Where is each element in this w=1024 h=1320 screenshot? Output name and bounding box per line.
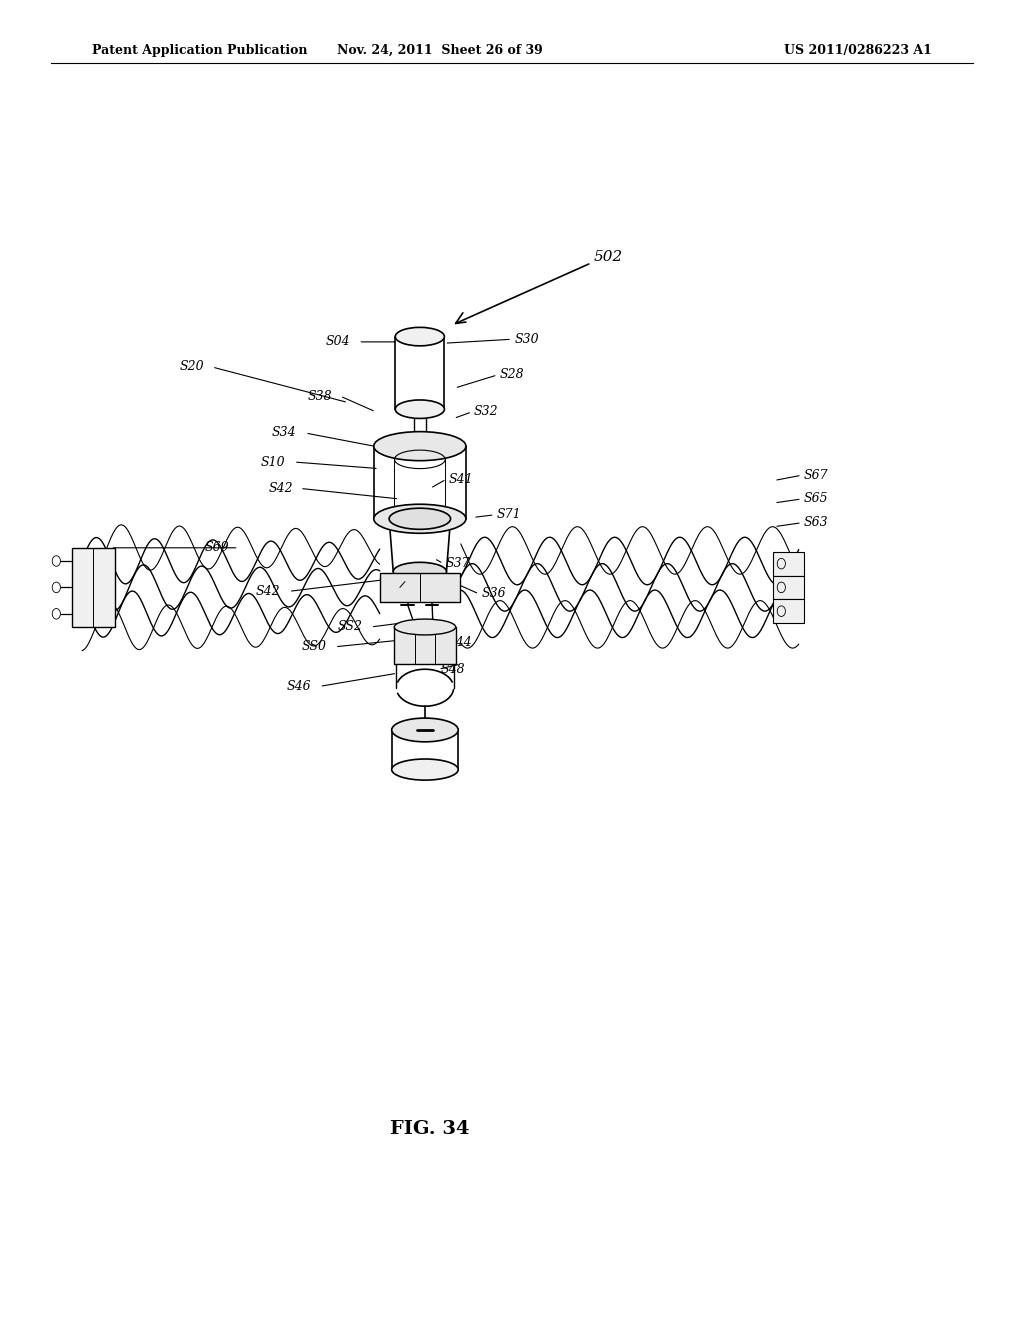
Text: S10: S10 bbox=[261, 455, 286, 469]
Text: SS2: SS2 bbox=[338, 620, 362, 634]
Text: S36: S36 bbox=[481, 587, 506, 601]
Circle shape bbox=[52, 556, 60, 566]
Text: FIG. 34: FIG. 34 bbox=[390, 1119, 470, 1138]
Circle shape bbox=[52, 609, 60, 619]
Ellipse shape bbox=[395, 327, 444, 346]
Ellipse shape bbox=[395, 400, 444, 418]
Text: S41: S41 bbox=[449, 473, 473, 486]
Text: S04: S04 bbox=[326, 335, 350, 348]
Text: S42: S42 bbox=[256, 585, 281, 598]
Text: S67: S67 bbox=[804, 469, 828, 482]
Text: S34: S34 bbox=[271, 426, 296, 440]
FancyBboxPatch shape bbox=[380, 573, 460, 602]
Text: S20: S20 bbox=[179, 360, 204, 374]
Text: Patent Application Publication: Patent Application Publication bbox=[92, 44, 307, 57]
FancyBboxPatch shape bbox=[394, 627, 456, 664]
Text: S32: S32 bbox=[474, 405, 499, 418]
Text: S38: S38 bbox=[307, 389, 332, 403]
Text: US 2011/0286223 A1: US 2011/0286223 A1 bbox=[784, 44, 932, 57]
Text: S63: S63 bbox=[804, 516, 828, 529]
Circle shape bbox=[52, 582, 60, 593]
Text: S42: S42 bbox=[268, 482, 293, 495]
Ellipse shape bbox=[389, 508, 451, 529]
Ellipse shape bbox=[374, 432, 466, 461]
Ellipse shape bbox=[394, 619, 456, 635]
FancyBboxPatch shape bbox=[72, 548, 115, 627]
Text: S44: S44 bbox=[447, 636, 472, 649]
Text: SS0: SS0 bbox=[302, 640, 327, 653]
Text: S46: S46 bbox=[287, 680, 311, 693]
Text: 502: 502 bbox=[594, 251, 624, 264]
Text: S65: S65 bbox=[804, 492, 828, 506]
Ellipse shape bbox=[374, 504, 466, 533]
Ellipse shape bbox=[393, 562, 446, 581]
Text: S28: S28 bbox=[500, 368, 524, 381]
FancyBboxPatch shape bbox=[773, 599, 804, 623]
Ellipse shape bbox=[391, 759, 459, 780]
Text: S30: S30 bbox=[515, 333, 540, 346]
Text: S71: S71 bbox=[497, 508, 521, 521]
Text: S37: S37 bbox=[445, 557, 470, 570]
Text: S69: S69 bbox=[205, 541, 229, 554]
Text: Nov. 24, 2011  Sheet 26 of 39: Nov. 24, 2011 Sheet 26 of 39 bbox=[338, 44, 543, 57]
FancyBboxPatch shape bbox=[773, 576, 804, 599]
Ellipse shape bbox=[391, 718, 459, 742]
Text: S48: S48 bbox=[440, 663, 465, 676]
FancyBboxPatch shape bbox=[773, 552, 804, 576]
